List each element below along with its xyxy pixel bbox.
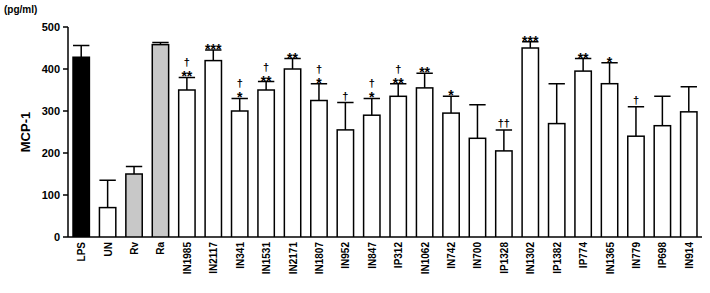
bar	[311, 101, 327, 238]
bar	[205, 61, 221, 237]
x-tick-label: IN341	[235, 242, 246, 269]
significance-mark: †	[369, 77, 375, 89]
x-tick-label: IN1807	[314, 242, 325, 275]
bar	[681, 112, 697, 237]
x-tick-label: IN2117	[208, 242, 219, 274]
y-tick	[63, 26, 68, 28]
x-tick-label: IN779	[631, 242, 642, 269]
error-bar	[73, 45, 89, 57]
x-tick-label: IN847	[367, 242, 378, 269]
significance-mark: †	[633, 94, 639, 106]
bar	[126, 174, 142, 237]
significance-mark: †	[237, 77, 243, 89]
bar	[337, 130, 353, 237]
y-tick-label: 200	[42, 147, 60, 159]
error-bar	[469, 105, 485, 139]
x-tick-label: IN952	[340, 242, 351, 269]
y-tick	[63, 110, 68, 112]
bar	[416, 88, 432, 237]
x-tick-label: IN742	[446, 242, 457, 269]
y-tick-label: 100	[42, 189, 60, 201]
unit-label: (pg/ml)	[4, 4, 37, 15]
significance-mark: *	[607, 54, 613, 70]
x-tick-label: IN2171	[288, 242, 299, 275]
x-tick-label: Rv	[129, 242, 140, 255]
bar	[575, 71, 591, 237]
x-tick-label: IN914	[684, 242, 695, 269]
bars	[73, 42, 697, 237]
significance-mark: †	[395, 63, 401, 75]
error-bar	[126, 166, 142, 174]
y-tick	[63, 68, 68, 70]
bar	[73, 57, 89, 237]
chart: (pg/ml)MCP-10100200300400500**†****†**†*…	[0, 0, 710, 293]
x-tick-label: IP1382	[552, 242, 563, 274]
bar	[601, 84, 617, 237]
x-tick-label: IN1531	[261, 242, 272, 275]
bar	[99, 208, 115, 237]
error-bar	[654, 96, 670, 125]
significance-mark: **	[419, 64, 430, 80]
x-tick-label: Ra	[155, 242, 166, 255]
y-tick	[63, 236, 68, 238]
x-tick-label: IP312	[393, 242, 404, 269]
error-bar	[496, 130, 512, 151]
y-tick-label: 0	[54, 231, 60, 243]
bar	[443, 113, 459, 237]
significance-mark: **	[393, 75, 404, 91]
x-tick-label: IN1365	[605, 242, 616, 275]
significance-mark: †	[316, 63, 322, 75]
bar	[628, 136, 644, 237]
bar	[258, 90, 274, 237]
bar	[469, 138, 485, 237]
bar	[364, 115, 380, 237]
significance-mark: **	[261, 73, 272, 89]
x-tick-label: IN1985	[182, 242, 193, 275]
error-bar	[681, 87, 697, 112]
significance-mark: ***	[522, 33, 539, 49]
significance-mark: ††	[498, 117, 510, 129]
error-bar	[549, 84, 565, 124]
y-tick	[63, 152, 68, 154]
x-tick-label: IP1328	[499, 242, 510, 274]
bar	[496, 151, 512, 237]
x-tick-label: IN1062	[420, 242, 431, 275]
significance-mark: **	[287, 50, 298, 66]
significance-mark: †	[342, 90, 348, 102]
bar	[179, 90, 195, 237]
y-tick-label: 300	[42, 105, 60, 117]
significance-mark: *	[369, 89, 375, 105]
bar	[522, 48, 538, 237]
y-axis	[67, 27, 69, 237]
significance-mark: †	[263, 61, 269, 73]
bar	[152, 45, 168, 237]
x-tick-label: IN1302	[525, 242, 536, 275]
significance-mark: *	[237, 89, 243, 105]
bar	[390, 96, 406, 237]
x-tick-label: UN	[103, 242, 114, 256]
axis-title: MCP-1	[18, 112, 33, 152]
error-bar	[628, 107, 644, 136]
bar	[549, 124, 565, 237]
x-tick-label: IN700	[472, 242, 483, 269]
bar	[232, 111, 248, 237]
y-tick-label: 500	[42, 21, 60, 33]
x-tick-label: IP698	[657, 242, 668, 269]
y-tick-label: 400	[42, 63, 60, 75]
bar	[284, 69, 300, 237]
significance-mark: †	[184, 56, 190, 68]
significance-mark: *	[448, 87, 454, 103]
significance-mark: *	[316, 75, 322, 91]
significance-mark: **	[181, 68, 192, 84]
error-bar	[99, 180, 115, 207]
bar	[654, 126, 670, 237]
error-bar	[337, 103, 353, 130]
significance-mark: ***	[205, 41, 222, 57]
significance-mark: **	[578, 50, 589, 66]
y-tick	[63, 194, 68, 196]
x-tick-label: LPS	[76, 242, 87, 262]
x-tick-label: IP774	[578, 242, 589, 269]
